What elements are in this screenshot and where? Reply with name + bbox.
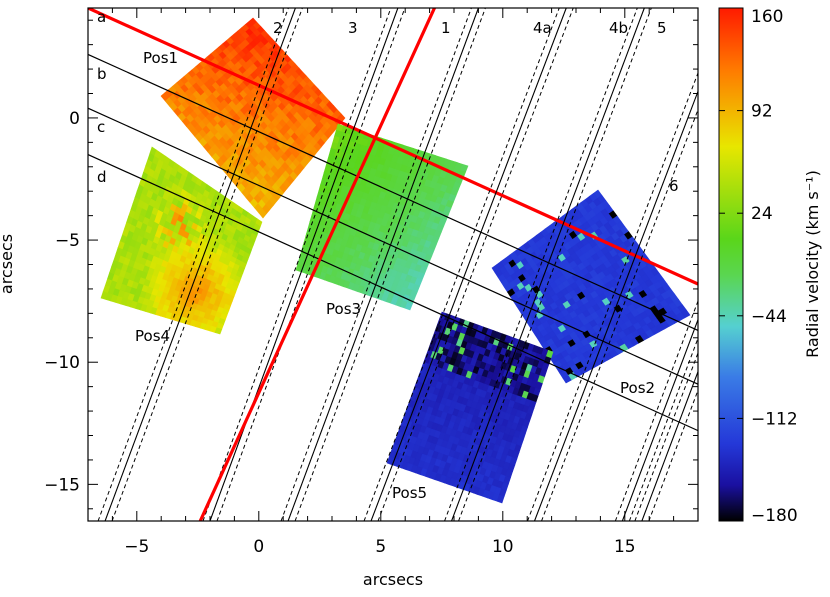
- slit-label-b: b: [97, 65, 107, 83]
- slit-edge: [634, 351, 698, 521]
- slit-edge: [216, 8, 406, 521]
- colorbar-tick-label: −180: [751, 506, 798, 526]
- velocity-pixel: [258, 208, 267, 219]
- slit-edge: [444, 8, 638, 521]
- slit-edge: [527, 71, 698, 521]
- slit-d: [88, 154, 698, 432]
- slit-a: [88, 8, 698, 286]
- slit-edge: [97, 8, 289, 521]
- y-tick-label: −10: [44, 353, 80, 373]
- axis-ticks: −5 0 5 10 150−5−10−15: [44, 8, 699, 557]
- annotation-labels: Pos1 Pos2 Pos3 Pos4 Pos5 a b c d 2 3 1 4a 4b 5 6: [97, 8, 679, 502]
- colorbar-tick-label: −112: [751, 409, 798, 429]
- field-label-pos3: Pos3: [326, 300, 361, 318]
- colorbar-tick-label: 92: [751, 102, 773, 122]
- slit-edge: [377, 8, 574, 521]
- slit-edge: [614, 299, 698, 521]
- y-tick-label: −15: [44, 475, 80, 495]
- velocity-pixel: [562, 375, 572, 384]
- colorbar-tick-label: 24: [751, 204, 773, 224]
- field-pos2: [491, 189, 691, 384]
- y-axis-label: arcsecs: [0, 234, 16, 294]
- x-tick-label: 5: [375, 537, 386, 557]
- slit-line-red-0: [104, 8, 296, 521]
- slit-line-3: [287, 8, 479, 521]
- field-pos5: [386, 311, 554, 504]
- colorbar-ticks: 160 92 24 −44 −112 −180: [719, 7, 798, 526]
- slit-c: [88, 107, 698, 385]
- slit-label-4a: 4a: [533, 19, 552, 37]
- slit-edge: [541, 108, 698, 521]
- colorbar-tick-label: 160: [751, 7, 783, 27]
- slit-label-1: 1: [441, 19, 451, 37]
- field-label-pos5: Pos5: [392, 484, 427, 502]
- slit-line-5: [621, 318, 698, 521]
- slit-line-2: [209, 8, 399, 521]
- velocity-pixel: [496, 494, 505, 504]
- field-label-pos1: Pos1: [143, 49, 178, 67]
- velocity-fields: [100, 17, 691, 504]
- field-label-pos4: Pos4: [135, 327, 170, 345]
- slit-line-red-2: [198, 8, 436, 521]
- slit-label-3: 3: [348, 19, 358, 37]
- field-pos4: [100, 146, 263, 335]
- slit-line-1: [370, 8, 567, 521]
- slit-label-4b: 4b: [609, 19, 628, 37]
- velocity-pixel: [214, 327, 223, 335]
- slit-edge: [363, 8, 560, 521]
- slit-edge: [628, 336, 698, 521]
- x-tick-label: −5: [124, 537, 149, 557]
- slit-label-5: 5: [657, 19, 667, 37]
- slit-label-c: c: [97, 118, 105, 136]
- field-label-pos2: Pos2: [620, 379, 655, 397]
- slit-line-4a: [451, 8, 645, 521]
- colorbar-label: Radial velocity (km s⁻¹): [803, 170, 822, 358]
- field-pos3: [295, 123, 469, 311]
- slit-edge: [280, 8, 472, 521]
- slit-edge: [202, 8, 392, 521]
- slit-label-2: 2: [273, 19, 283, 37]
- x-tick-label: 10: [492, 537, 514, 557]
- colorbar: [718, 7, 744, 522]
- slit-edge: [111, 8, 303, 521]
- x-tick-label: 15: [614, 537, 636, 557]
- slit-edge: [294, 8, 486, 521]
- y-tick-label: 0: [69, 109, 80, 129]
- slit-b: [88, 53, 698, 332]
- slit-edge: [648, 388, 698, 521]
- slit-line-6: [641, 370, 698, 521]
- slit-edge: [458, 8, 652, 521]
- colorbar-tick-label: −44: [751, 307, 787, 327]
- slit-label-a: a: [97, 8, 106, 26]
- y-tick-label: −5: [55, 231, 80, 251]
- velocity-pixel: [404, 301, 413, 311]
- slit-label-6: 6: [669, 177, 679, 195]
- x-axis-label: arcsecs: [363, 570, 423, 589]
- x-tick-label: 0: [253, 537, 264, 557]
- field-pos1: [160, 17, 346, 219]
- slit-label-d: d: [97, 168, 107, 186]
